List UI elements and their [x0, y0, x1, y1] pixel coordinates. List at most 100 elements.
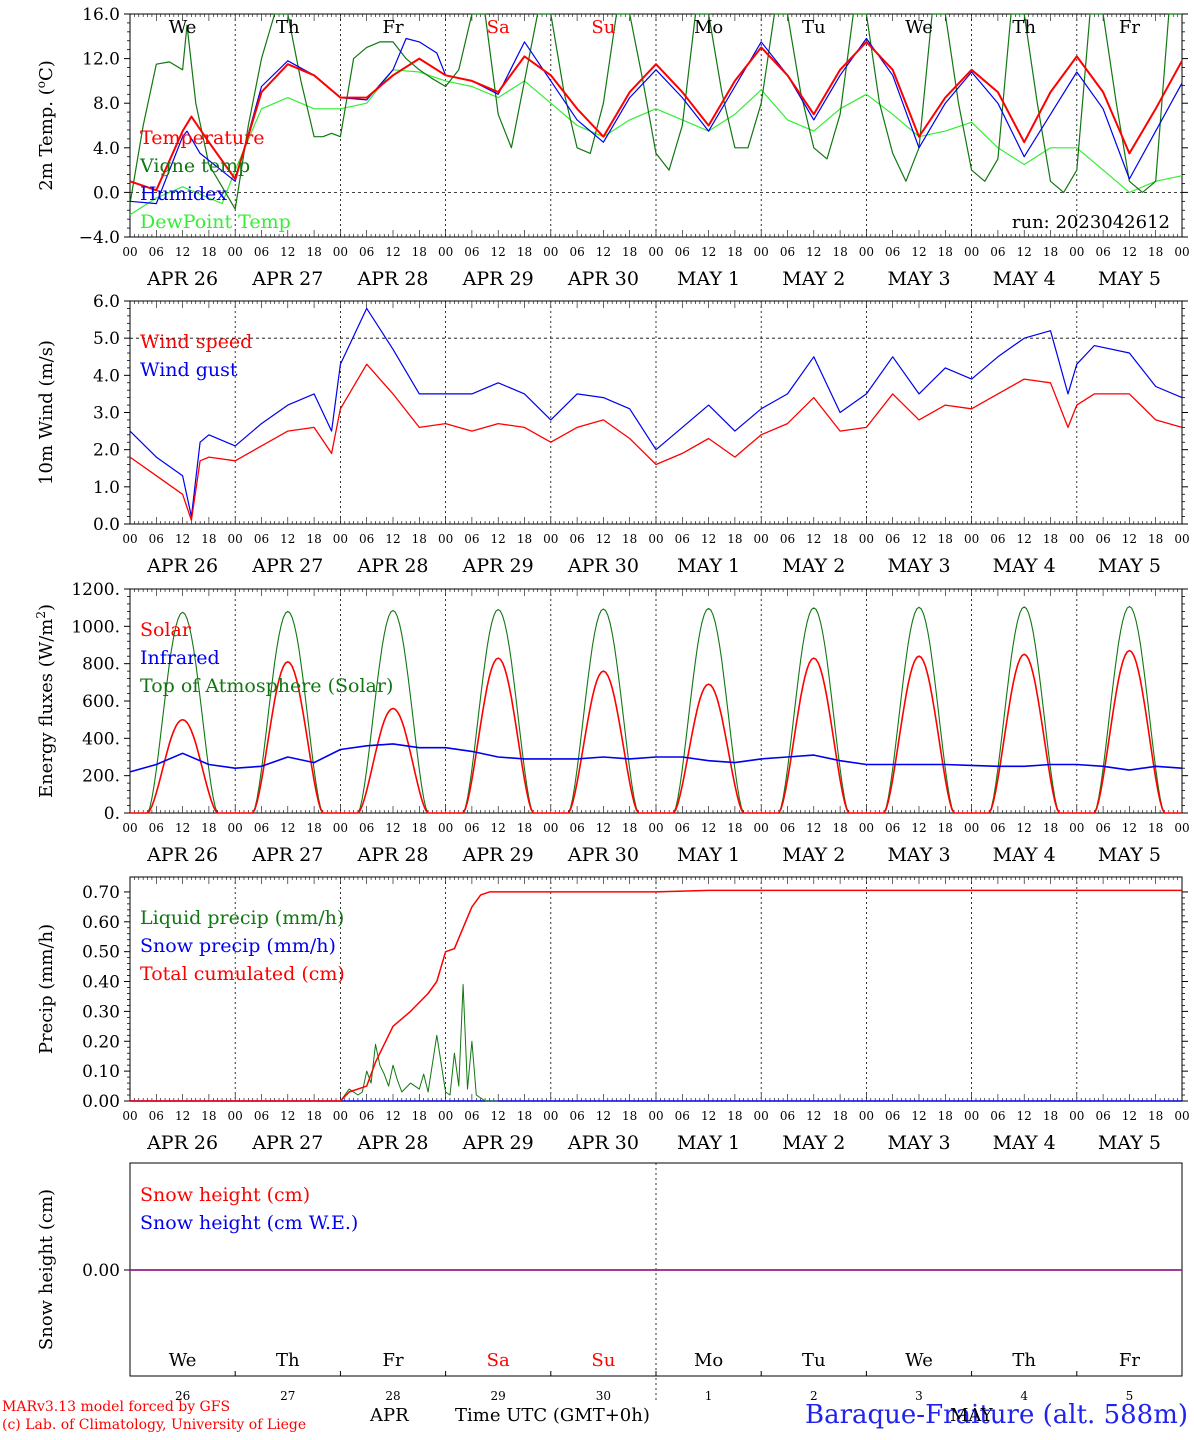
x-date-label: APR 26	[146, 1132, 218, 1154]
x-hour-tick-label: 12	[806, 1109, 821, 1123]
y-tick-label: −4.0	[79, 228, 120, 248]
x-hour-tick-label: 12	[280, 821, 295, 835]
x-hour-tick-label: 12	[491, 245, 506, 259]
x-hour-tick-label: 00	[438, 1109, 453, 1123]
x-hour-tick-label: 18	[832, 532, 847, 546]
series-line	[129, 13, 1182, 210]
x-hour-tick-label: 12	[1122, 821, 1137, 835]
x-date-label: MAY 5	[1098, 268, 1161, 290]
x-hour-tick-label: 06	[990, 245, 1005, 259]
y-tick-label: 4.0	[93, 366, 120, 386]
x-hour-tick-label: 00	[228, 532, 243, 546]
x-hour-tick-label: 18	[622, 532, 637, 546]
x-hour-tick-label: 18	[412, 1109, 427, 1123]
x-hour-tick-label: 06	[569, 532, 584, 546]
x-hour-tick-label: 12	[280, 1109, 295, 1123]
daily-bell-curve	[445, 657, 551, 814]
x-hour-tick-label: 06	[254, 1109, 269, 1123]
x-hour-tick-label: 00	[543, 532, 558, 546]
x-hour-tick-label: 12	[280, 532, 295, 546]
y-tick-label: 0.10	[82, 1062, 120, 1082]
weekday-label: We	[905, 17, 933, 38]
x-hour-tick-label: 00	[859, 245, 874, 259]
x-date-label: APR 27	[251, 1132, 323, 1154]
weekday-label: Fr	[382, 17, 403, 38]
x-hour-tick-label: 06	[569, 1109, 584, 1123]
daily-bell-curve	[1076, 649, 1182, 814]
x-hour-tick-label: 06	[149, 532, 164, 546]
x-date-label: MAY 5	[1098, 1132, 1161, 1154]
y-tick-label: 8.0	[93, 94, 120, 114]
x-hour-tick-label: 06	[569, 821, 584, 835]
x-hour-tick-label: 12	[806, 821, 821, 835]
x-date-label: MAY 3	[887, 555, 950, 577]
temp-legend-item-3: DewPoint Temp	[140, 211, 291, 233]
x-hour-tick-label: 06	[780, 821, 795, 835]
x-hour-tick-label: 12	[1017, 1109, 1032, 1123]
y-tick-label: 5.0	[93, 329, 120, 349]
x-hour-tick-label: 18	[517, 821, 532, 835]
series-line	[129, 40, 1183, 192]
x-hour-tick-label: 00	[648, 532, 663, 546]
x-hour-tick-label: 06	[885, 532, 900, 546]
flux-legend-item-1: Infrared	[140, 647, 220, 669]
wind-legend-item-0: Wind speed	[140, 331, 252, 353]
y-tick-label: 0.00	[82, 1092, 120, 1112]
month-label-may: MAY	[950, 1405, 993, 1426]
x-hour-tick-label: 18	[938, 245, 953, 259]
x-hour-tick-label: 18	[517, 1109, 532, 1123]
x-hour-tick-label: 06	[780, 245, 795, 259]
weekday-label: Tu	[802, 17, 826, 38]
x-hour-tick-label: 18	[1148, 245, 1163, 259]
x-hour-tick-label: 18	[727, 532, 742, 546]
day-number-label: 29	[491, 1389, 506, 1400]
day-number-label: 5	[1126, 1389, 1134, 1400]
day-number-label: 3	[915, 1389, 923, 1400]
x-date-label: APR 29	[462, 268, 534, 290]
x-hour-tick-label: 06	[1095, 532, 1110, 546]
x-hour-tick-label: 12	[385, 245, 400, 259]
x-hour-tick-label: 12	[596, 1109, 611, 1123]
x-date-label: MAY 1	[677, 844, 740, 866]
x-hour-tick-label: 12	[911, 532, 926, 546]
x-hour-tick-label: 12	[701, 821, 716, 835]
daily-bell-curve	[656, 683, 762, 814]
x-hour-tick-label: 18	[306, 821, 321, 835]
credit-line: (c) Lab. of Climatology, University of L…	[2, 1417, 307, 1433]
x-date-label: MAY 1	[677, 268, 740, 290]
x-hour-tick-label: 06	[254, 245, 269, 259]
x-hour-tick-label: 18	[1148, 532, 1163, 546]
x-hour-tick-label: 12	[175, 532, 190, 546]
temp-legend-item-0: Temperature	[140, 127, 264, 149]
x-date-label: APR 28	[356, 555, 428, 577]
x-hour-tick-label: 18	[727, 245, 742, 259]
y-tick-label: 6.0	[93, 292, 120, 312]
x-hour-tick-label: 18	[727, 1109, 742, 1123]
x-hour-tick-label: 06	[1095, 1109, 1110, 1123]
x-hour-tick-label: 06	[464, 821, 479, 835]
x-hour-tick-label: 18	[622, 821, 637, 835]
x-hour-tick-label: 18	[412, 532, 427, 546]
weekday-label: Th	[276, 17, 300, 38]
x-hour-tick-label: 06	[254, 532, 269, 546]
y-tick-label: 0.60	[82, 913, 120, 933]
day-number-label: 4	[1020, 1389, 1028, 1400]
x-hour-tick-label: 18	[832, 1109, 847, 1123]
x-hour-tick-label: 18	[412, 821, 427, 835]
y-tick-label: 600.	[82, 692, 120, 712]
x-hour-tick-label: 00	[543, 821, 558, 835]
x-hour-tick-label: 18	[201, 821, 216, 835]
x-hour-tick-label: 00	[648, 1109, 663, 1123]
x-hour-tick-label: 00	[1069, 1109, 1084, 1123]
x-hour-tick-label: 12	[701, 532, 716, 546]
x-hour-tick-label: 18	[938, 1109, 953, 1123]
y-tick-label: 1.0	[93, 478, 120, 498]
x-date-label: APR 27	[251, 555, 323, 577]
x-date-label: APR 30	[567, 844, 639, 866]
x-hour-tick-label: 06	[990, 1109, 1005, 1123]
weekday-label-bottom: Sa	[487, 1350, 510, 1371]
x-hour-tick-label: 06	[675, 532, 690, 546]
x-hour-tick-label: 00	[333, 245, 348, 259]
x-date-label: MAY 1	[677, 555, 740, 577]
y-tick-label: 200.	[82, 767, 120, 787]
